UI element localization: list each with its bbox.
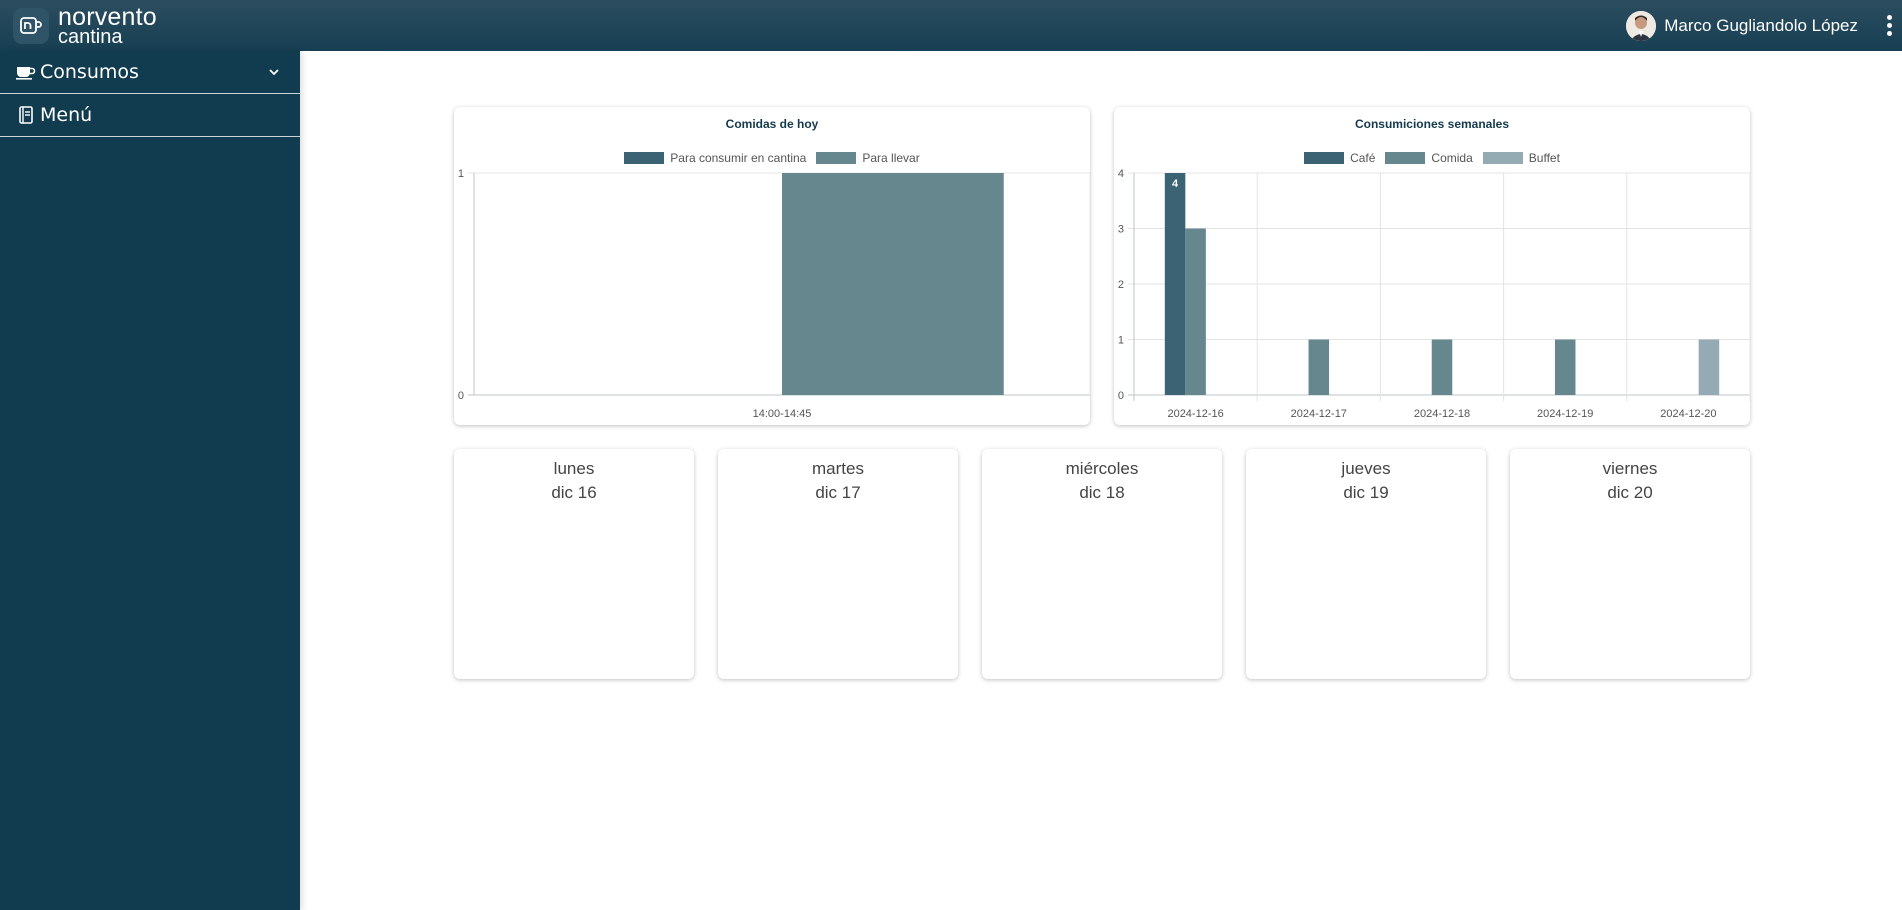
- y-tick-label: 4: [1118, 168, 1124, 180]
- day-card-wednesday[interactable]: miércoles dic 18: [982, 449, 1222, 679]
- day-name: martes: [812, 459, 864, 478]
- y-tick-label: 0: [1118, 390, 1124, 402]
- sidebar-item-menu[interactable]: Menú: [0, 94, 300, 137]
- chevron-down-icon[interactable]: [268, 63, 280, 81]
- legend-label: Para llevar: [862, 151, 920, 165]
- x-tick-label: 2024-12-20: [1660, 408, 1716, 420]
- day-card-monday[interactable]: lunes dic 16: [454, 449, 694, 679]
- legend-swatch: [1304, 152, 1345, 164]
- avatar[interactable]: [1626, 10, 1657, 41]
- data-label: 4: [1172, 178, 1179, 190]
- day-name: miércoles: [1065, 459, 1139, 478]
- legend-swatch: [1385, 152, 1426, 164]
- day-date: dic 16: [551, 483, 597, 502]
- app-logo[interactable]: norvento cantina: [13, 3, 157, 48]
- sidebar-item-consumos[interactable]: Consumos: [0, 51, 300, 94]
- bar-comida[interactable]: [1308, 339, 1330, 396]
- day-name: jueves: [1341, 459, 1391, 478]
- top-bar: norvento cantina Marco Gugliandolo López: [0, 0, 1902, 51]
- sidebar-item-label: Menú: [40, 104, 93, 126]
- book-icon: [16, 105, 36, 125]
- legend-swatch: [816, 152, 857, 164]
- chart-card-today: Comidas de hoy Para consumir en cantina …: [454, 107, 1090, 425]
- more-options-icon[interactable]: [1886, 15, 1892, 36]
- coffee-cup-icon: [16, 62, 36, 82]
- legend-item[interactable]: Buffet: [1482, 151, 1560, 165]
- bar-comida[interactable]: [1554, 339, 1576, 396]
- day-name: viernes: [1602, 459, 1658, 478]
- bar-café[interactable]: [1164, 173, 1186, 395]
- x-tick-label: 2024-12-16: [1167, 408, 1223, 420]
- legend-swatch: [624, 152, 665, 164]
- chart-title: Comidas de hoy: [725, 117, 819, 131]
- legend-item[interactable]: Café: [1304, 151, 1375, 165]
- y-tick-label: 0: [458, 390, 464, 402]
- x-tick-label: 2024-12-17: [1291, 408, 1347, 420]
- bar-buffet[interactable]: [1698, 339, 1720, 396]
- day-name: lunes: [553, 459, 595, 478]
- bar-chart-today: 0 1 14:00-14:45: [458, 168, 1090, 420]
- x-tick-label: 2024-12-18: [1414, 408, 1470, 420]
- legend-item[interactable]: Para consumir en cantina: [624, 151, 806, 165]
- day-date: dic 19: [1343, 483, 1389, 502]
- y-tick-label: 2: [1118, 279, 1124, 291]
- x-tick-label: 2024-12-19: [1537, 408, 1593, 420]
- day-card-friday[interactable]: viernes dic 20: [1510, 449, 1750, 679]
- logo-line2: cantina: [58, 26, 123, 48]
- chart-title: Consumiciones semanales: [1354, 117, 1510, 131]
- user-area: Marco Gugliandolo López: [1626, 0, 1902, 51]
- bar-para-llevar[interactable]: [782, 173, 1004, 395]
- day-card-tuesday[interactable]: martes dic 17: [718, 449, 958, 679]
- day-date: dic 18: [1079, 483, 1125, 502]
- day-card-thursday[interactable]: jueves dic 19: [1246, 449, 1486, 679]
- sidebar: Consumos Menú: [0, 51, 300, 910]
- legend-item[interactable]: Comida: [1385, 151, 1473, 165]
- sidebar-item-label: Consumos: [40, 61, 139, 83]
- legend-item[interactable]: Para llevar: [816, 151, 920, 165]
- user-name[interactable]: Marco Gugliandolo López: [1664, 15, 1858, 35]
- legend-label: Café: [1350, 151, 1376, 165]
- chart-legend: Café Comida Buffet: [1114, 151, 1750, 165]
- legend-label: Comida: [1431, 151, 1473, 165]
- bar-chart-weekly: 0 1 2 3 4 4 2024-12-16 2024-12-17 2024-12-18 2024…: [1118, 168, 1750, 420]
- legend-label: Para consumir en cantina: [670, 151, 807, 165]
- y-tick-label: 1: [1118, 335, 1124, 347]
- y-tick-label: 3: [1118, 224, 1124, 236]
- x-tick-label: 14:00-14:45: [753, 408, 812, 420]
- day-date: dic 17: [815, 483, 861, 502]
- legend-swatch: [1482, 152, 1523, 164]
- y-tick-label: 1: [458, 168, 464, 180]
- chart-card-weekly: Consumiciones semanales Café Comida Buff…: [1114, 107, 1750, 425]
- cup-logo-icon: [13, 8, 49, 44]
- legend-label: Buffet: [1528, 151, 1560, 165]
- bar-comida[interactable]: [1185, 228, 1206, 396]
- bar-comida[interactable]: [1431, 339, 1453, 396]
- chart-legend: Para consumir en cantina Para llevar: [454, 151, 1090, 165]
- logo-line1: norvento: [58, 3, 157, 31]
- day-date: dic 20: [1607, 483, 1653, 502]
